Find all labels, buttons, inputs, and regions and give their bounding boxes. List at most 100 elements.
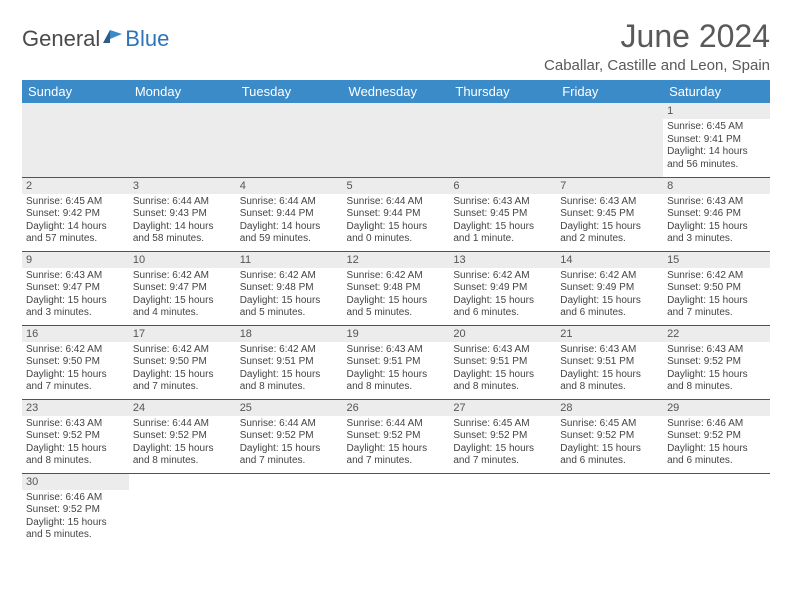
page-title: June 2024 xyxy=(544,18,770,55)
day-details: Sunrise: 6:43 AMSunset: 9:51 PMDaylight:… xyxy=(343,342,450,398)
day-details: Sunrise: 6:43 AMSunset: 9:52 PMDaylight:… xyxy=(22,416,129,472)
location-text: Caballar, Castille and Leon, Spain xyxy=(544,57,770,74)
title-block: June 2024 Caballar, Castille and Leon, S… xyxy=(544,18,770,74)
weekday-header-row: SundayMondayTuesdayWednesdayThursdayFrid… xyxy=(22,80,770,103)
day-details: Sunrise: 6:43 AMSunset: 9:47 PMDaylight:… xyxy=(22,268,129,324)
calendar-cell: 30Sunrise: 6:46 AMSunset: 9:52 PMDayligh… xyxy=(22,473,129,547)
calendar-row: 1Sunrise: 6:45 AMSunset: 9:41 PMDaylight… xyxy=(22,103,770,177)
calendar-cell: 15Sunrise: 6:42 AMSunset: 9:50 PMDayligh… xyxy=(663,251,770,325)
header: General Blue June 2024 Caballar, Castill… xyxy=(22,18,770,74)
day-details: Sunrise: 6:43 AMSunset: 9:46 PMDaylight:… xyxy=(663,194,770,250)
calendar-cell xyxy=(22,103,129,177)
weekday-header: Saturday xyxy=(663,80,770,103)
day-number: 3 xyxy=(129,178,236,194)
day-details: Sunrise: 6:44 AMSunset: 9:52 PMDaylight:… xyxy=(236,416,343,472)
calendar-cell xyxy=(556,473,663,547)
day-details: Sunrise: 6:42 AMSunset: 9:47 PMDaylight:… xyxy=(129,268,236,324)
calendar-cell: 29Sunrise: 6:46 AMSunset: 9:52 PMDayligh… xyxy=(663,399,770,473)
day-details: Sunrise: 6:43 AMSunset: 9:51 PMDaylight:… xyxy=(449,342,556,398)
calendar-cell xyxy=(129,103,236,177)
calendar-cell: 16Sunrise: 6:42 AMSunset: 9:50 PMDayligh… xyxy=(22,325,129,399)
calendar-row: 30Sunrise: 6:46 AMSunset: 9:52 PMDayligh… xyxy=(22,473,770,547)
day-number: 20 xyxy=(449,326,556,342)
calendar-row: 9Sunrise: 6:43 AMSunset: 9:47 PMDaylight… xyxy=(22,251,770,325)
calendar-cell: 2Sunrise: 6:45 AMSunset: 9:42 PMDaylight… xyxy=(22,177,129,251)
calendar-cell xyxy=(449,103,556,177)
day-details: Sunrise: 6:42 AMSunset: 9:51 PMDaylight:… xyxy=(236,342,343,398)
calendar-cell: 21Sunrise: 6:43 AMSunset: 9:51 PMDayligh… xyxy=(556,325,663,399)
day-details: Sunrise: 6:45 AMSunset: 9:52 PMDaylight:… xyxy=(449,416,556,472)
day-number: 17 xyxy=(129,326,236,342)
day-number: 12 xyxy=(343,252,450,268)
day-details: Sunrise: 6:46 AMSunset: 9:52 PMDaylight:… xyxy=(22,490,129,546)
calendar-cell: 4Sunrise: 6:44 AMSunset: 9:44 PMDaylight… xyxy=(236,177,343,251)
calendar-cell xyxy=(236,473,343,547)
day-number: 18 xyxy=(236,326,343,342)
calendar-row: 23Sunrise: 6:43 AMSunset: 9:52 PMDayligh… xyxy=(22,399,770,473)
day-number: 6 xyxy=(449,178,556,194)
day-number: 15 xyxy=(663,252,770,268)
calendar-cell: 19Sunrise: 6:43 AMSunset: 9:51 PMDayligh… xyxy=(343,325,450,399)
day-number: 8 xyxy=(663,178,770,194)
calendar-cell: 14Sunrise: 6:42 AMSunset: 9:49 PMDayligh… xyxy=(556,251,663,325)
day-number: 16 xyxy=(22,326,129,342)
calendar-cell: 24Sunrise: 6:44 AMSunset: 9:52 PMDayligh… xyxy=(129,399,236,473)
day-details: Sunrise: 6:45 AMSunset: 9:52 PMDaylight:… xyxy=(556,416,663,472)
day-number: 30 xyxy=(22,474,129,490)
calendar-cell: 8Sunrise: 6:43 AMSunset: 9:46 PMDaylight… xyxy=(663,177,770,251)
day-details: Sunrise: 6:43 AMSunset: 9:45 PMDaylight:… xyxy=(449,194,556,250)
calendar-cell: 27Sunrise: 6:45 AMSunset: 9:52 PMDayligh… xyxy=(449,399,556,473)
day-number: 24 xyxy=(129,400,236,416)
logo-text1: General xyxy=(22,26,100,52)
calendar-cell: 13Sunrise: 6:42 AMSunset: 9:49 PMDayligh… xyxy=(449,251,556,325)
calendar-table: SundayMondayTuesdayWednesdayThursdayFrid… xyxy=(22,80,770,547)
day-details: Sunrise: 6:44 AMSunset: 9:52 PMDaylight:… xyxy=(129,416,236,472)
day-details: Sunrise: 6:42 AMSunset: 9:49 PMDaylight:… xyxy=(449,268,556,324)
calendar-cell xyxy=(129,473,236,547)
day-details: Sunrise: 6:45 AMSunset: 9:41 PMDaylight:… xyxy=(663,119,770,175)
calendar-cell: 6Sunrise: 6:43 AMSunset: 9:45 PMDaylight… xyxy=(449,177,556,251)
day-number: 25 xyxy=(236,400,343,416)
calendar-cell: 23Sunrise: 6:43 AMSunset: 9:52 PMDayligh… xyxy=(22,399,129,473)
calendar-cell: 9Sunrise: 6:43 AMSunset: 9:47 PMDaylight… xyxy=(22,251,129,325)
flag-icon xyxy=(102,26,124,52)
calendar-cell: 10Sunrise: 6:42 AMSunset: 9:47 PMDayligh… xyxy=(129,251,236,325)
calendar-cell: 5Sunrise: 6:44 AMSunset: 9:44 PMDaylight… xyxy=(343,177,450,251)
calendar-cell xyxy=(236,103,343,177)
day-details: Sunrise: 6:42 AMSunset: 9:49 PMDaylight:… xyxy=(556,268,663,324)
day-number: 26 xyxy=(343,400,450,416)
calendar-row: 16Sunrise: 6:42 AMSunset: 9:50 PMDayligh… xyxy=(22,325,770,399)
day-number: 19 xyxy=(343,326,450,342)
weekday-header: Friday xyxy=(556,80,663,103)
calendar-cell: 20Sunrise: 6:43 AMSunset: 9:51 PMDayligh… xyxy=(449,325,556,399)
day-details: Sunrise: 6:43 AMSunset: 9:52 PMDaylight:… xyxy=(663,342,770,398)
day-details: Sunrise: 6:44 AMSunset: 9:43 PMDaylight:… xyxy=(129,194,236,250)
day-number: 29 xyxy=(663,400,770,416)
calendar-cell: 17Sunrise: 6:42 AMSunset: 9:50 PMDayligh… xyxy=(129,325,236,399)
day-number: 27 xyxy=(449,400,556,416)
calendar-cell: 12Sunrise: 6:42 AMSunset: 9:48 PMDayligh… xyxy=(343,251,450,325)
day-number: 14 xyxy=(556,252,663,268)
day-details: Sunrise: 6:45 AMSunset: 9:42 PMDaylight:… xyxy=(22,194,129,250)
calendar-cell xyxy=(343,473,450,547)
day-details: Sunrise: 6:42 AMSunset: 9:48 PMDaylight:… xyxy=(343,268,450,324)
calendar-cell xyxy=(556,103,663,177)
day-number: 11 xyxy=(236,252,343,268)
day-details: Sunrise: 6:42 AMSunset: 9:48 PMDaylight:… xyxy=(236,268,343,324)
calendar-cell xyxy=(343,103,450,177)
day-number: 21 xyxy=(556,326,663,342)
weekday-header: Monday xyxy=(129,80,236,103)
calendar-cell xyxy=(449,473,556,547)
day-details: Sunrise: 6:42 AMSunset: 9:50 PMDaylight:… xyxy=(129,342,236,398)
day-details: Sunrise: 6:42 AMSunset: 9:50 PMDaylight:… xyxy=(22,342,129,398)
calendar-cell: 7Sunrise: 6:43 AMSunset: 9:45 PMDaylight… xyxy=(556,177,663,251)
day-number: 9 xyxy=(22,252,129,268)
day-number: 2 xyxy=(22,178,129,194)
day-number: 28 xyxy=(556,400,663,416)
weekday-header: Sunday xyxy=(22,80,129,103)
calendar-cell: 11Sunrise: 6:42 AMSunset: 9:48 PMDayligh… xyxy=(236,251,343,325)
day-details: Sunrise: 6:43 AMSunset: 9:51 PMDaylight:… xyxy=(556,342,663,398)
day-details: Sunrise: 6:43 AMSunset: 9:45 PMDaylight:… xyxy=(556,194,663,250)
weekday-header: Thursday xyxy=(449,80,556,103)
day-details: Sunrise: 6:42 AMSunset: 9:50 PMDaylight:… xyxy=(663,268,770,324)
